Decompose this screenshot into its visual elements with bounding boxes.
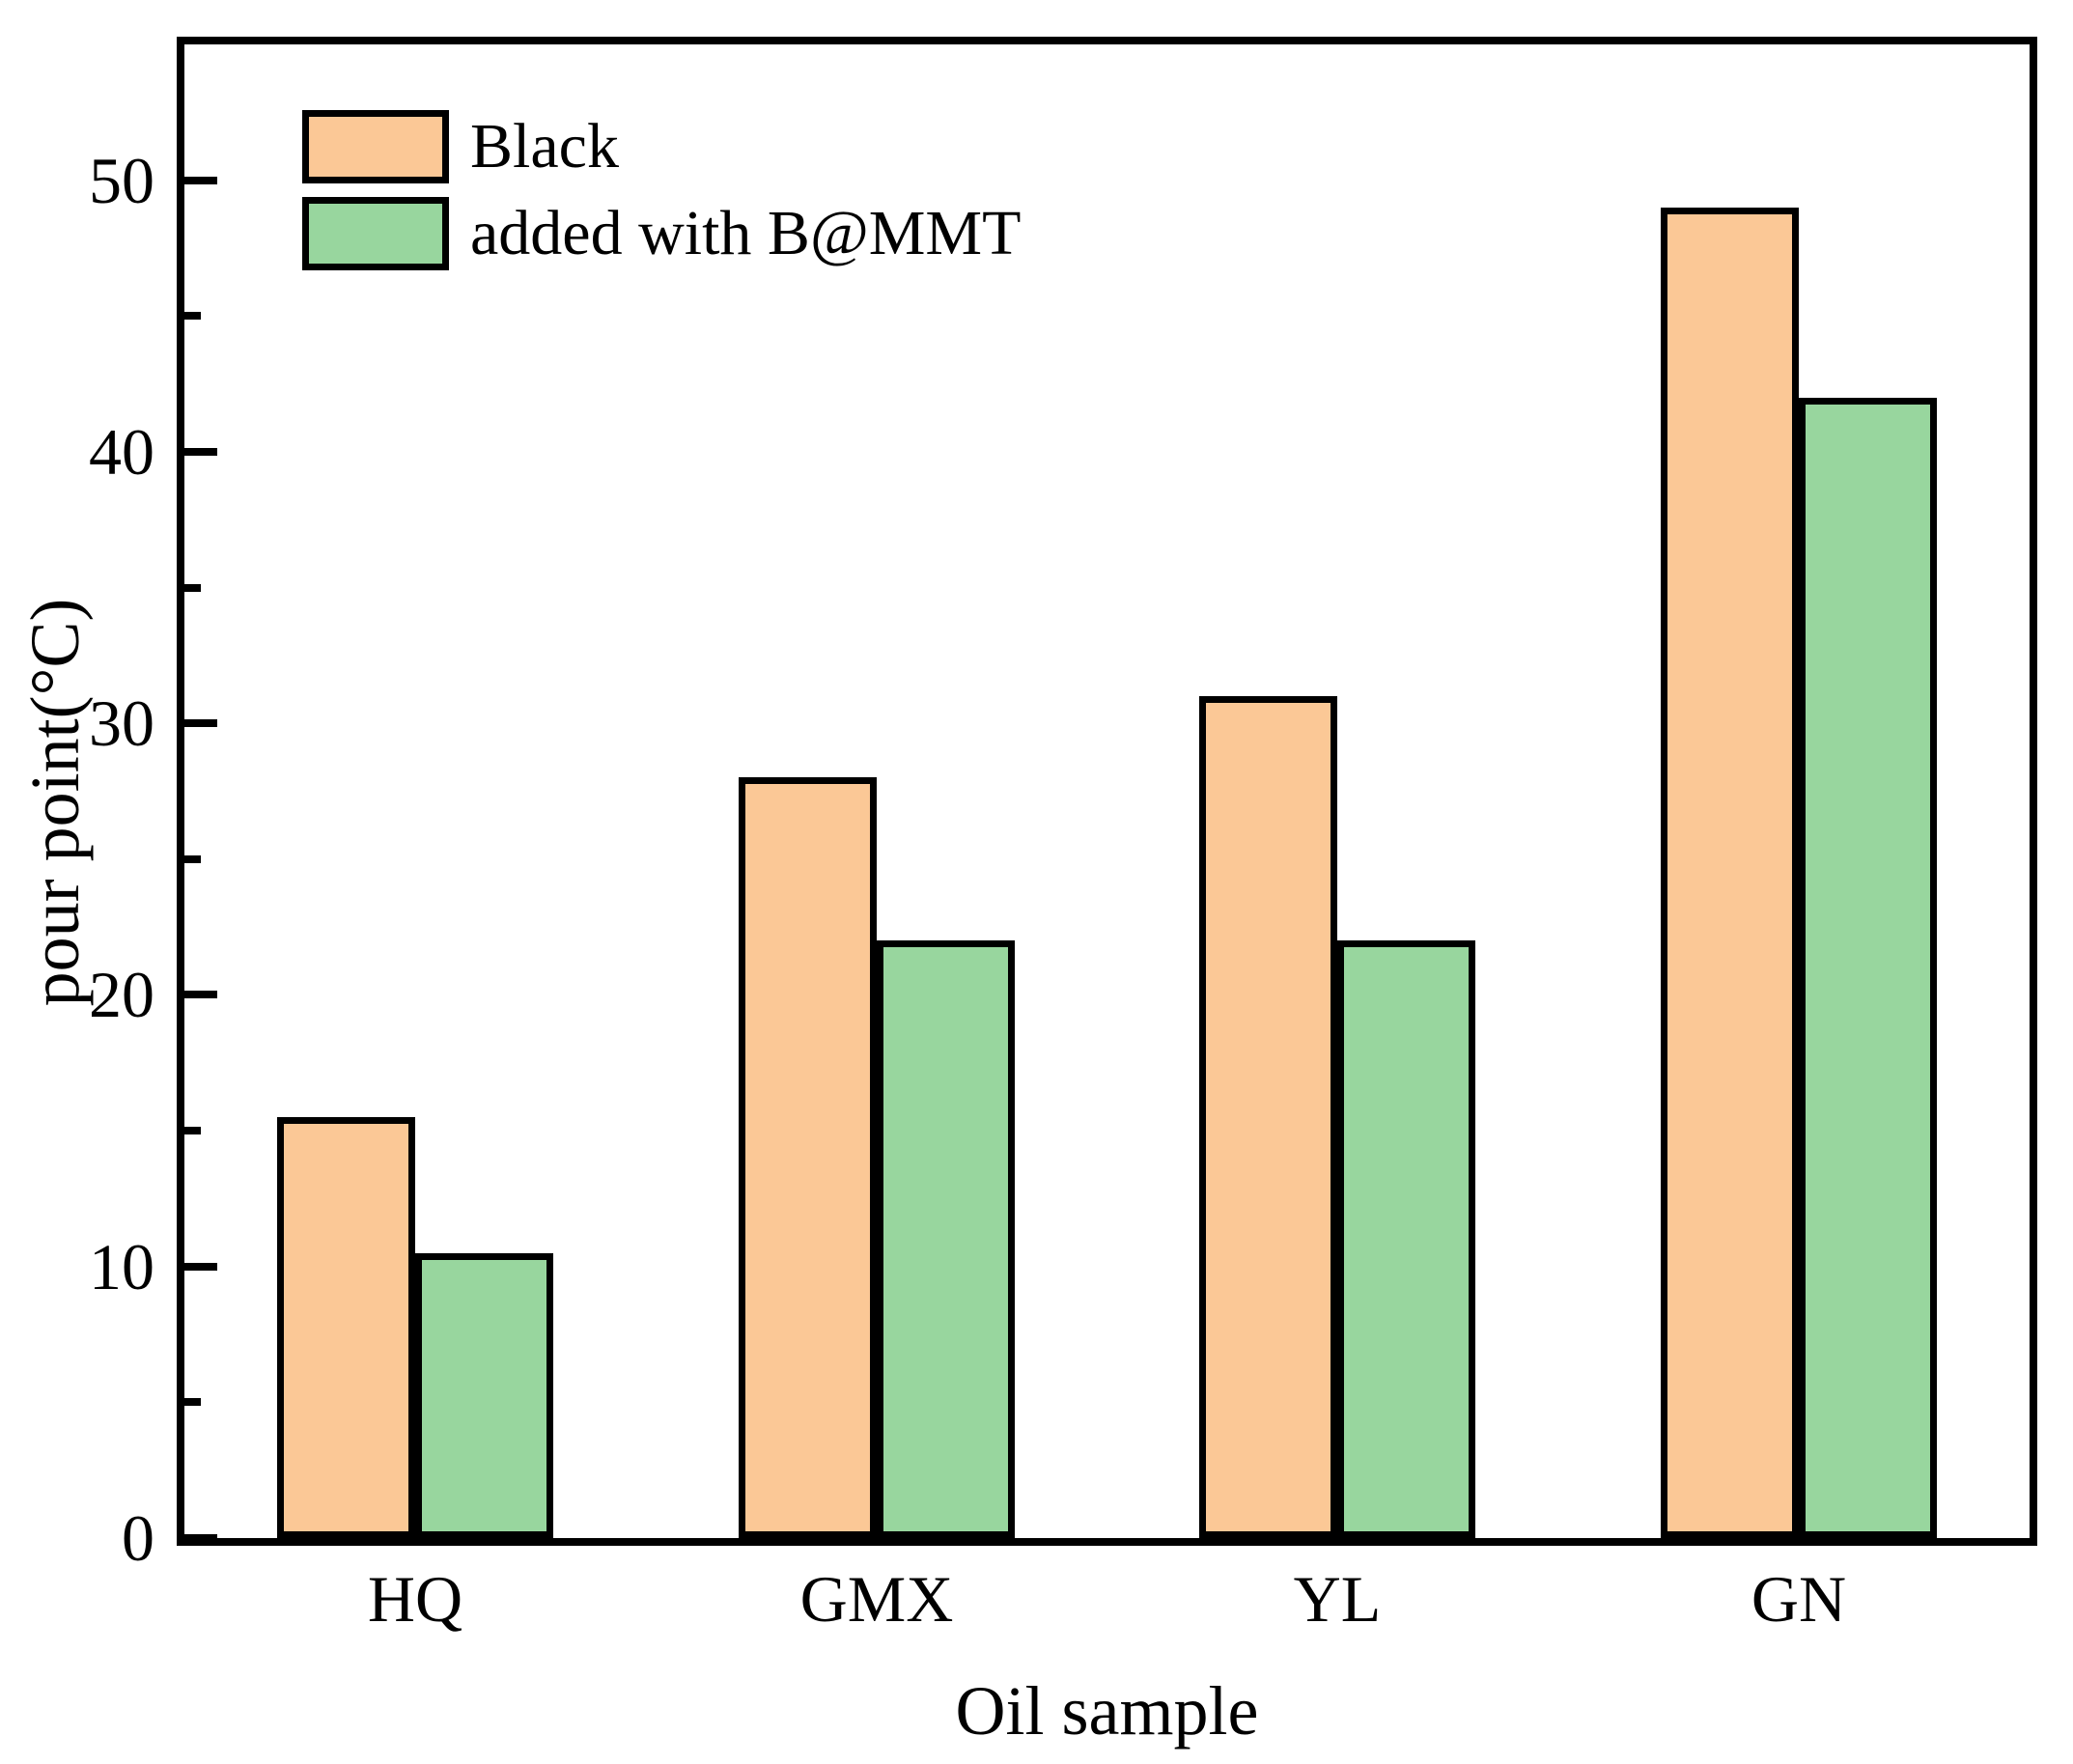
plot-area: Black added with B@MMT [177,37,2037,1546]
y-minor-tick-35 [184,584,201,592]
bar-GMX-series1 [739,777,877,1538]
x-category-label-YL: YL [1293,1562,1382,1636]
legend-swatch-1 [302,110,449,183]
y-major-tick-50 [184,177,217,184]
bar-HQ-series1 [277,1117,415,1538]
legend-item-1: Black [302,110,1021,189]
legend-label-1: Black [470,111,619,182]
legend-label-2: added with B@MMT [470,198,1022,268]
bar-HQ-series2 [415,1253,553,1538]
y-minor-tick-15 [184,1127,201,1134]
y-minor-tick-5 [184,1398,201,1406]
bar-YL-series2 [1337,940,1475,1538]
y-tick-label-50: 50 [89,144,154,217]
y-tick-label-10: 10 [89,1230,154,1303]
y-major-tick-10 [184,1263,217,1271]
x-category-label-GMX: GMX [799,1562,954,1636]
bar-GMX-series2 [877,940,1015,1538]
y-minor-tick-45 [184,312,201,320]
legend-item-2: added with B@MMT [302,197,1021,276]
y-axis-title: pour point(°C) [16,598,94,1007]
y-tick-label-30: 30 [89,686,154,760]
legend: Black added with B@MMT [302,110,1021,284]
legend-swatch-2 [302,197,449,270]
y-major-tick-0 [184,1534,217,1542]
y-tick-label-40: 40 [89,415,154,489]
bar-GN-series1 [1661,208,1799,1538]
y-major-tick-30 [184,719,217,727]
bar-GN-series2 [1799,398,1937,1538]
x-category-label-GN: GN [1751,1562,1847,1636]
bar-YL-series1 [1199,696,1337,1538]
y-minor-tick-25 [184,855,201,863]
y-major-tick-40 [184,448,217,456]
y-tick-label-20: 20 [89,958,154,1031]
y-major-tick-20 [184,991,217,998]
y-tick-label-0: 0 [122,1501,154,1575]
x-category-label-HQ: HQ [367,1562,463,1636]
x-axis-title: Oil sample [955,1672,1259,1750]
